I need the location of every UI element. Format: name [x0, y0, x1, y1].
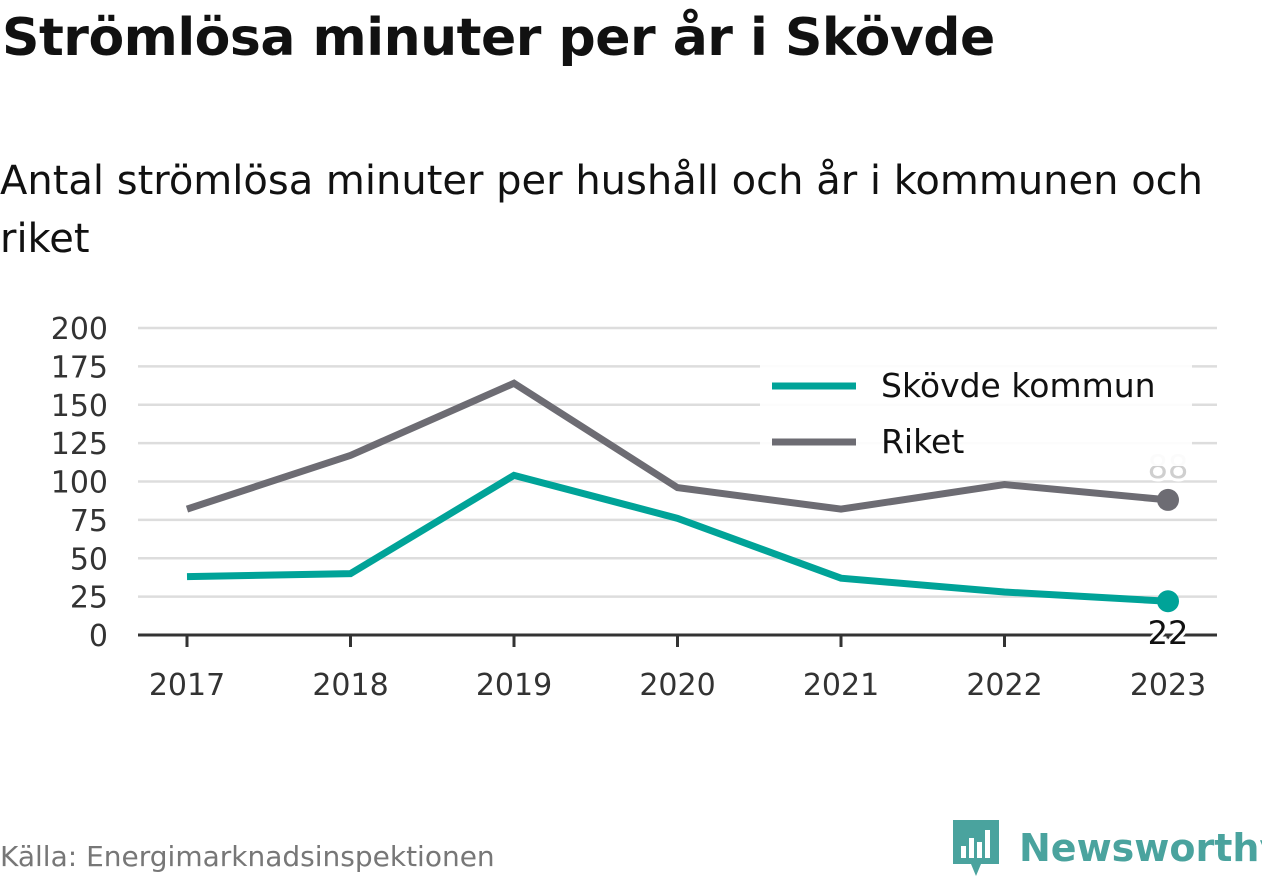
- source-note: Källa: Energimarknadsinspektionen: [0, 840, 495, 873]
- legend-label: Riket: [881, 422, 964, 461]
- x-tick-label: 2017: [149, 668, 225, 703]
- brand-name: Newsworthy: [1019, 826, 1262, 870]
- legend-label: Skövde kommun: [881, 366, 1156, 405]
- x-tick-label: 2018: [312, 668, 388, 703]
- brand[interactable]: Newsworthy: [951, 818, 1262, 878]
- end-point: [1157, 590, 1179, 613]
- y-tick-label: 50: [70, 542, 108, 577]
- x-tick-label: 2023: [1130, 668, 1206, 703]
- y-tick-label: 100: [51, 466, 108, 501]
- chart-subtitle: Antal strömlösa minuter per hushåll och …: [0, 158, 1204, 262]
- y-tick-label: 175: [51, 350, 108, 385]
- bar-chart-logo-icon: [953, 820, 999, 876]
- y-tick-label: 125: [51, 427, 108, 462]
- x-tick-label: 2020: [639, 668, 715, 703]
- series-line-riket: [185, 379, 1169, 513]
- legend-background: [760, 356, 1192, 466]
- y-tick-label: 25: [70, 581, 108, 616]
- x-tick-label: 2019: [476, 668, 552, 703]
- x-tick-label: 2021: [803, 668, 879, 703]
- end-label-skovde: 22: [1148, 614, 1189, 652]
- y-tick-label: 0: [89, 619, 108, 654]
- chart-title: Strömlösa minuter per år i Skövde: [2, 8, 995, 68]
- series-line-skovde: [186, 471, 1169, 605]
- x-tick-label: 2022: [966, 668, 1042, 703]
- legend: Skövde kommun Riket: [760, 356, 1192, 466]
- y-tick-label: 150: [51, 389, 108, 424]
- end-point: [1157, 488, 1179, 511]
- x-axis: 2017 2018 2019 2020 2021 2022 2023: [138, 633, 1217, 703]
- y-tick-label: 200: [51, 312, 108, 347]
- y-tick-label: 75: [70, 504, 108, 539]
